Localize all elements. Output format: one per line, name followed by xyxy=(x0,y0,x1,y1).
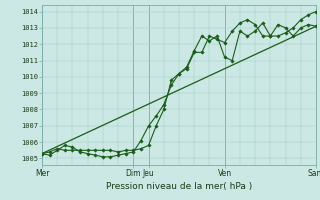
X-axis label: Pression niveau de la mer( hPa ): Pression niveau de la mer( hPa ) xyxy=(106,182,252,191)
